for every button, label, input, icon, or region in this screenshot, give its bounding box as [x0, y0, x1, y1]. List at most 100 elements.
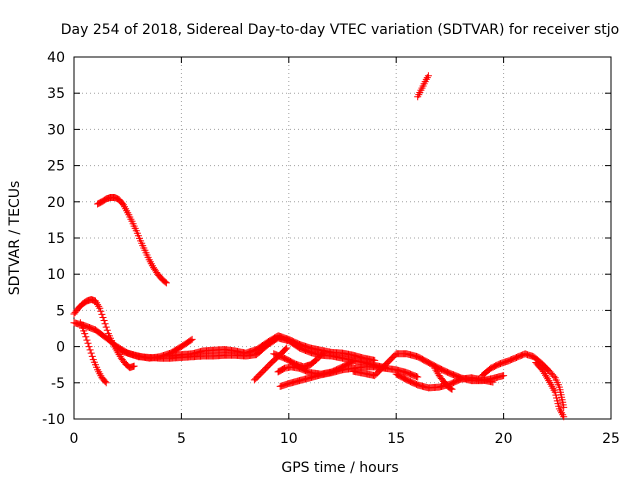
data-point — [298, 343, 301, 346]
y-tick-label: -5 — [51, 376, 65, 392]
data-point — [438, 367, 440, 370]
y-tick-label: 0 — [56, 340, 65, 356]
y-tick-label: 40 — [47, 50, 65, 66]
data-point — [114, 196, 116, 199]
data-point — [266, 341, 269, 344]
data-point — [103, 319, 105, 322]
data-point — [191, 353, 193, 355]
data-point — [73, 313, 75, 315]
data-point — [124, 363, 127, 365]
data-point — [96, 368, 99, 371]
data-point — [279, 385, 282, 388]
data-point — [202, 355, 204, 357]
data-point — [90, 298, 92, 301]
y-tick-label: 25 — [47, 159, 65, 175]
data-point — [202, 350, 204, 352]
data-point — [120, 357, 123, 359]
data-point — [416, 355, 419, 358]
data-point — [294, 363, 297, 365]
data-point — [532, 355, 535, 358]
data-point — [290, 366, 292, 368]
data-point — [94, 300, 97, 302]
data-point — [245, 352, 247, 354]
data-point — [395, 353, 398, 355]
data-point — [373, 374, 376, 377]
data-point — [395, 368, 398, 371]
data-point — [303, 366, 305, 368]
series-track-e — [70, 319, 389, 372]
series-markers — [414, 72, 432, 101]
data-point — [156, 273, 159, 276]
data-point — [83, 324, 86, 327]
data-point — [545, 376, 548, 378]
data-point — [489, 367, 492, 370]
data-point — [133, 365, 135, 367]
data-point — [81, 303, 84, 305]
data-point — [223, 354, 226, 357]
data-point — [105, 337, 108, 339]
data-point — [270, 361, 273, 364]
data-point — [498, 363, 501, 365]
data-point — [135, 229, 138, 232]
data-point — [427, 387, 430, 389]
data-point — [279, 353, 282, 356]
data-point — [96, 203, 99, 205]
data-point — [288, 338, 290, 341]
data-point — [481, 379, 483, 381]
data-point — [562, 416, 565, 418]
data-point — [165, 282, 168, 284]
data-point — [341, 352, 344, 354]
series-markers — [70, 319, 389, 372]
x-axis-label: GPS time / hours — [281, 460, 398, 476]
data-point — [373, 359, 376, 362]
data-point — [73, 321, 75, 324]
data-point — [406, 379, 408, 381]
data-point — [330, 351, 333, 354]
y-tick-label: 35 — [47, 86, 65, 102]
data-point — [434, 367, 436, 370]
data-point — [283, 357, 286, 359]
data-point — [272, 353, 275, 355]
data-point — [524, 353, 526, 355]
data-point — [98, 307, 101, 310]
tick-layer: 0 5 10 15 20 25 -10 -5 0 5 10 15 20 25 30 35 40 — [42, 50, 620, 447]
x-tick-label: 20 — [495, 431, 513, 447]
data-point — [262, 370, 264, 373]
data-point — [438, 374, 440, 377]
data-point — [459, 378, 462, 380]
data-point — [451, 388, 453, 391]
series-track-a — [94, 194, 170, 287]
data-point — [131, 220, 133, 223]
data-point — [446, 385, 449, 388]
series-track-g — [167, 332, 379, 364]
data-point — [541, 368, 544, 371]
data-point — [449, 372, 451, 375]
x-tick-label: 25 — [602, 431, 620, 447]
data-point — [212, 349, 215, 352]
data-point — [535, 361, 537, 364]
data-point — [288, 382, 290, 385]
data-point — [560, 396, 563, 399]
data-point — [481, 374, 483, 377]
data-point — [191, 338, 193, 341]
data-point — [395, 373, 398, 375]
data-point — [277, 371, 279, 373]
data-point — [427, 361, 430, 364]
data-point — [309, 347, 312, 349]
y-tick-label: 10 — [47, 267, 65, 283]
data-point — [322, 352, 324, 354]
data-point — [330, 371, 333, 373]
data-point — [309, 351, 312, 354]
points-layer — [70, 72, 568, 421]
data-point — [427, 75, 430, 77]
series-track-o — [478, 350, 568, 411]
data-point — [223, 348, 226, 351]
data-point — [541, 363, 544, 365]
data-point — [406, 353, 408, 355]
y-axis-label: SDTVAR / TECUs — [7, 181, 23, 296]
data-point — [492, 381, 494, 383]
data-point — [341, 357, 344, 359]
data-point — [137, 355, 140, 357]
data-point — [118, 198, 120, 201]
